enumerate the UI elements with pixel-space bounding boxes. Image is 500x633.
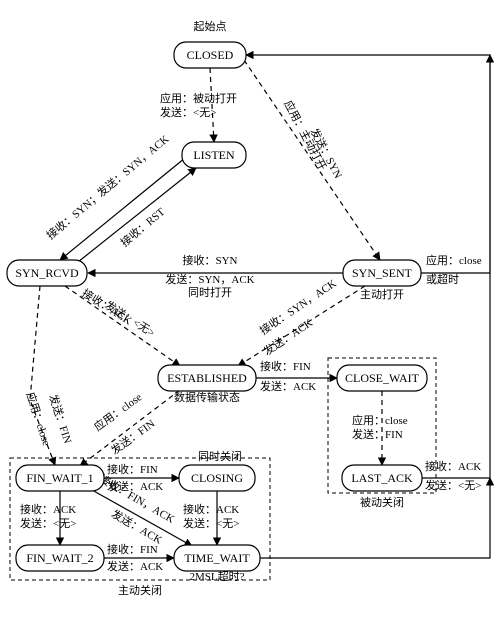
- edge-closed-listen: [210, 68, 214, 142]
- svg-text:CLOSE_WAIT: CLOSE_WAIT: [345, 371, 420, 385]
- label-closed-listen-1: 应用：被动打开: [160, 91, 237, 105]
- label-synrcvd-est-2: 发送：<无>: [102, 298, 157, 340]
- label-est-closewait-2: 发送：ACK: [260, 379, 316, 393]
- svg-text:SYN_RCVD: SYN_RCVD: [15, 266, 79, 280]
- label-lastack-closed-2: 发送：<无>: [425, 478, 481, 492]
- node-closed: CLOSED: [174, 42, 246, 68]
- svg-text:CLOSING: CLOSING: [191, 471, 243, 485]
- tcp-state-diagram: 应用：被动打开 发送：<无> 应用：主动打开 发送：SYN 接收：SYN；发送：…: [0, 0, 500, 633]
- annot-start: 起始点: [194, 19, 227, 33]
- node-syn-rcvd: SYN_RCVD: [7, 260, 87, 286]
- svg-text:CLOSED: CLOSED: [187, 48, 234, 62]
- svg-text:ESTABLISHED: ESTABLISHED: [167, 371, 247, 385]
- annot-active-close: 主动关闭: [118, 583, 162, 597]
- node-listen: LISTEN: [182, 142, 246, 168]
- label-est-closewait-1: 接收：FIN: [260, 359, 311, 373]
- label-lastack-closed-1: 接收：ACK: [425, 459, 481, 473]
- annot-passive-close: 被动关闭: [360, 495, 404, 509]
- label-synsent-synrcvd-2: 发送：SYN，ACK: [165, 272, 254, 286]
- svg-text:LAST_ACK: LAST_ACK: [351, 471, 413, 485]
- svg-text:SYN_SENT: SYN_SENT: [352, 266, 413, 280]
- label-fw2-tw-1: 接收：FIN: [107, 542, 158, 556]
- label-fw1-fw2-2: 发送：<无>: [20, 516, 76, 530]
- node-syn-sent: SYN_SENT: [343, 260, 421, 286]
- label-synsent-close-1: 应用：close: [426, 253, 482, 267]
- edge-synsent-closed: [246, 55, 490, 273]
- svg-text:FIN_WAIT_2: FIN_WAIT_2: [26, 551, 93, 565]
- annot-2msl: 2MSL超时?: [190, 569, 245, 583]
- node-established: ESTABLISHED: [158, 365, 256, 391]
- node-closing: CLOSING: [179, 465, 255, 491]
- label-synsent-close-2: 或超时: [426, 272, 459, 286]
- label-fw1-closing-1: 接收：FIN: [107, 462, 158, 476]
- annot-simul-close: 同时关闭: [198, 449, 242, 463]
- node-time-wait: TIME_WAIT: [174, 545, 260, 571]
- label-closing-tw-2: 发送：<无>: [183, 516, 239, 530]
- edge-synrcvd-listen: [78, 168, 196, 262]
- label-synsent-synrcvd-1: 接收：SYN: [182, 253, 237, 267]
- label-closing-tw-1: 接收：ACK: [183, 502, 239, 516]
- annot-simul-open: 同时打开: [188, 285, 232, 299]
- label-closewait-lastack-2: 发送：FIN: [352, 427, 403, 441]
- label-closed-listen-2: 发送：<无>: [160, 105, 216, 119]
- svg-text:TIME_WAIT: TIME_WAIT: [184, 551, 250, 565]
- svg-text:LISTEN: LISTEN: [193, 148, 235, 162]
- label-fw1-fw2-1: 接收：ACK: [20, 502, 76, 516]
- annot-active-open: 主动打开: [360, 287, 404, 301]
- label-fw2-tw-2: 发送：ACK: [107, 559, 163, 573]
- annot-data-transfer: 数据传输状态: [174, 390, 240, 404]
- label-closewait-lastack-1: 应用：close: [352, 413, 408, 427]
- label-est-fw1-2: 发送：FIN: [108, 416, 157, 457]
- node-close-wait: CLOSE_WAIT: [337, 365, 427, 391]
- svg-text:FIN_WAIT_1: FIN_WAIT_1: [26, 471, 93, 485]
- node-fin-wait-1: FIN_WAIT_1: [16, 465, 104, 491]
- node-last-ack: LAST_ACK: [342, 465, 422, 491]
- node-fin-wait-2: FIN_WAIT_2: [16, 545, 104, 571]
